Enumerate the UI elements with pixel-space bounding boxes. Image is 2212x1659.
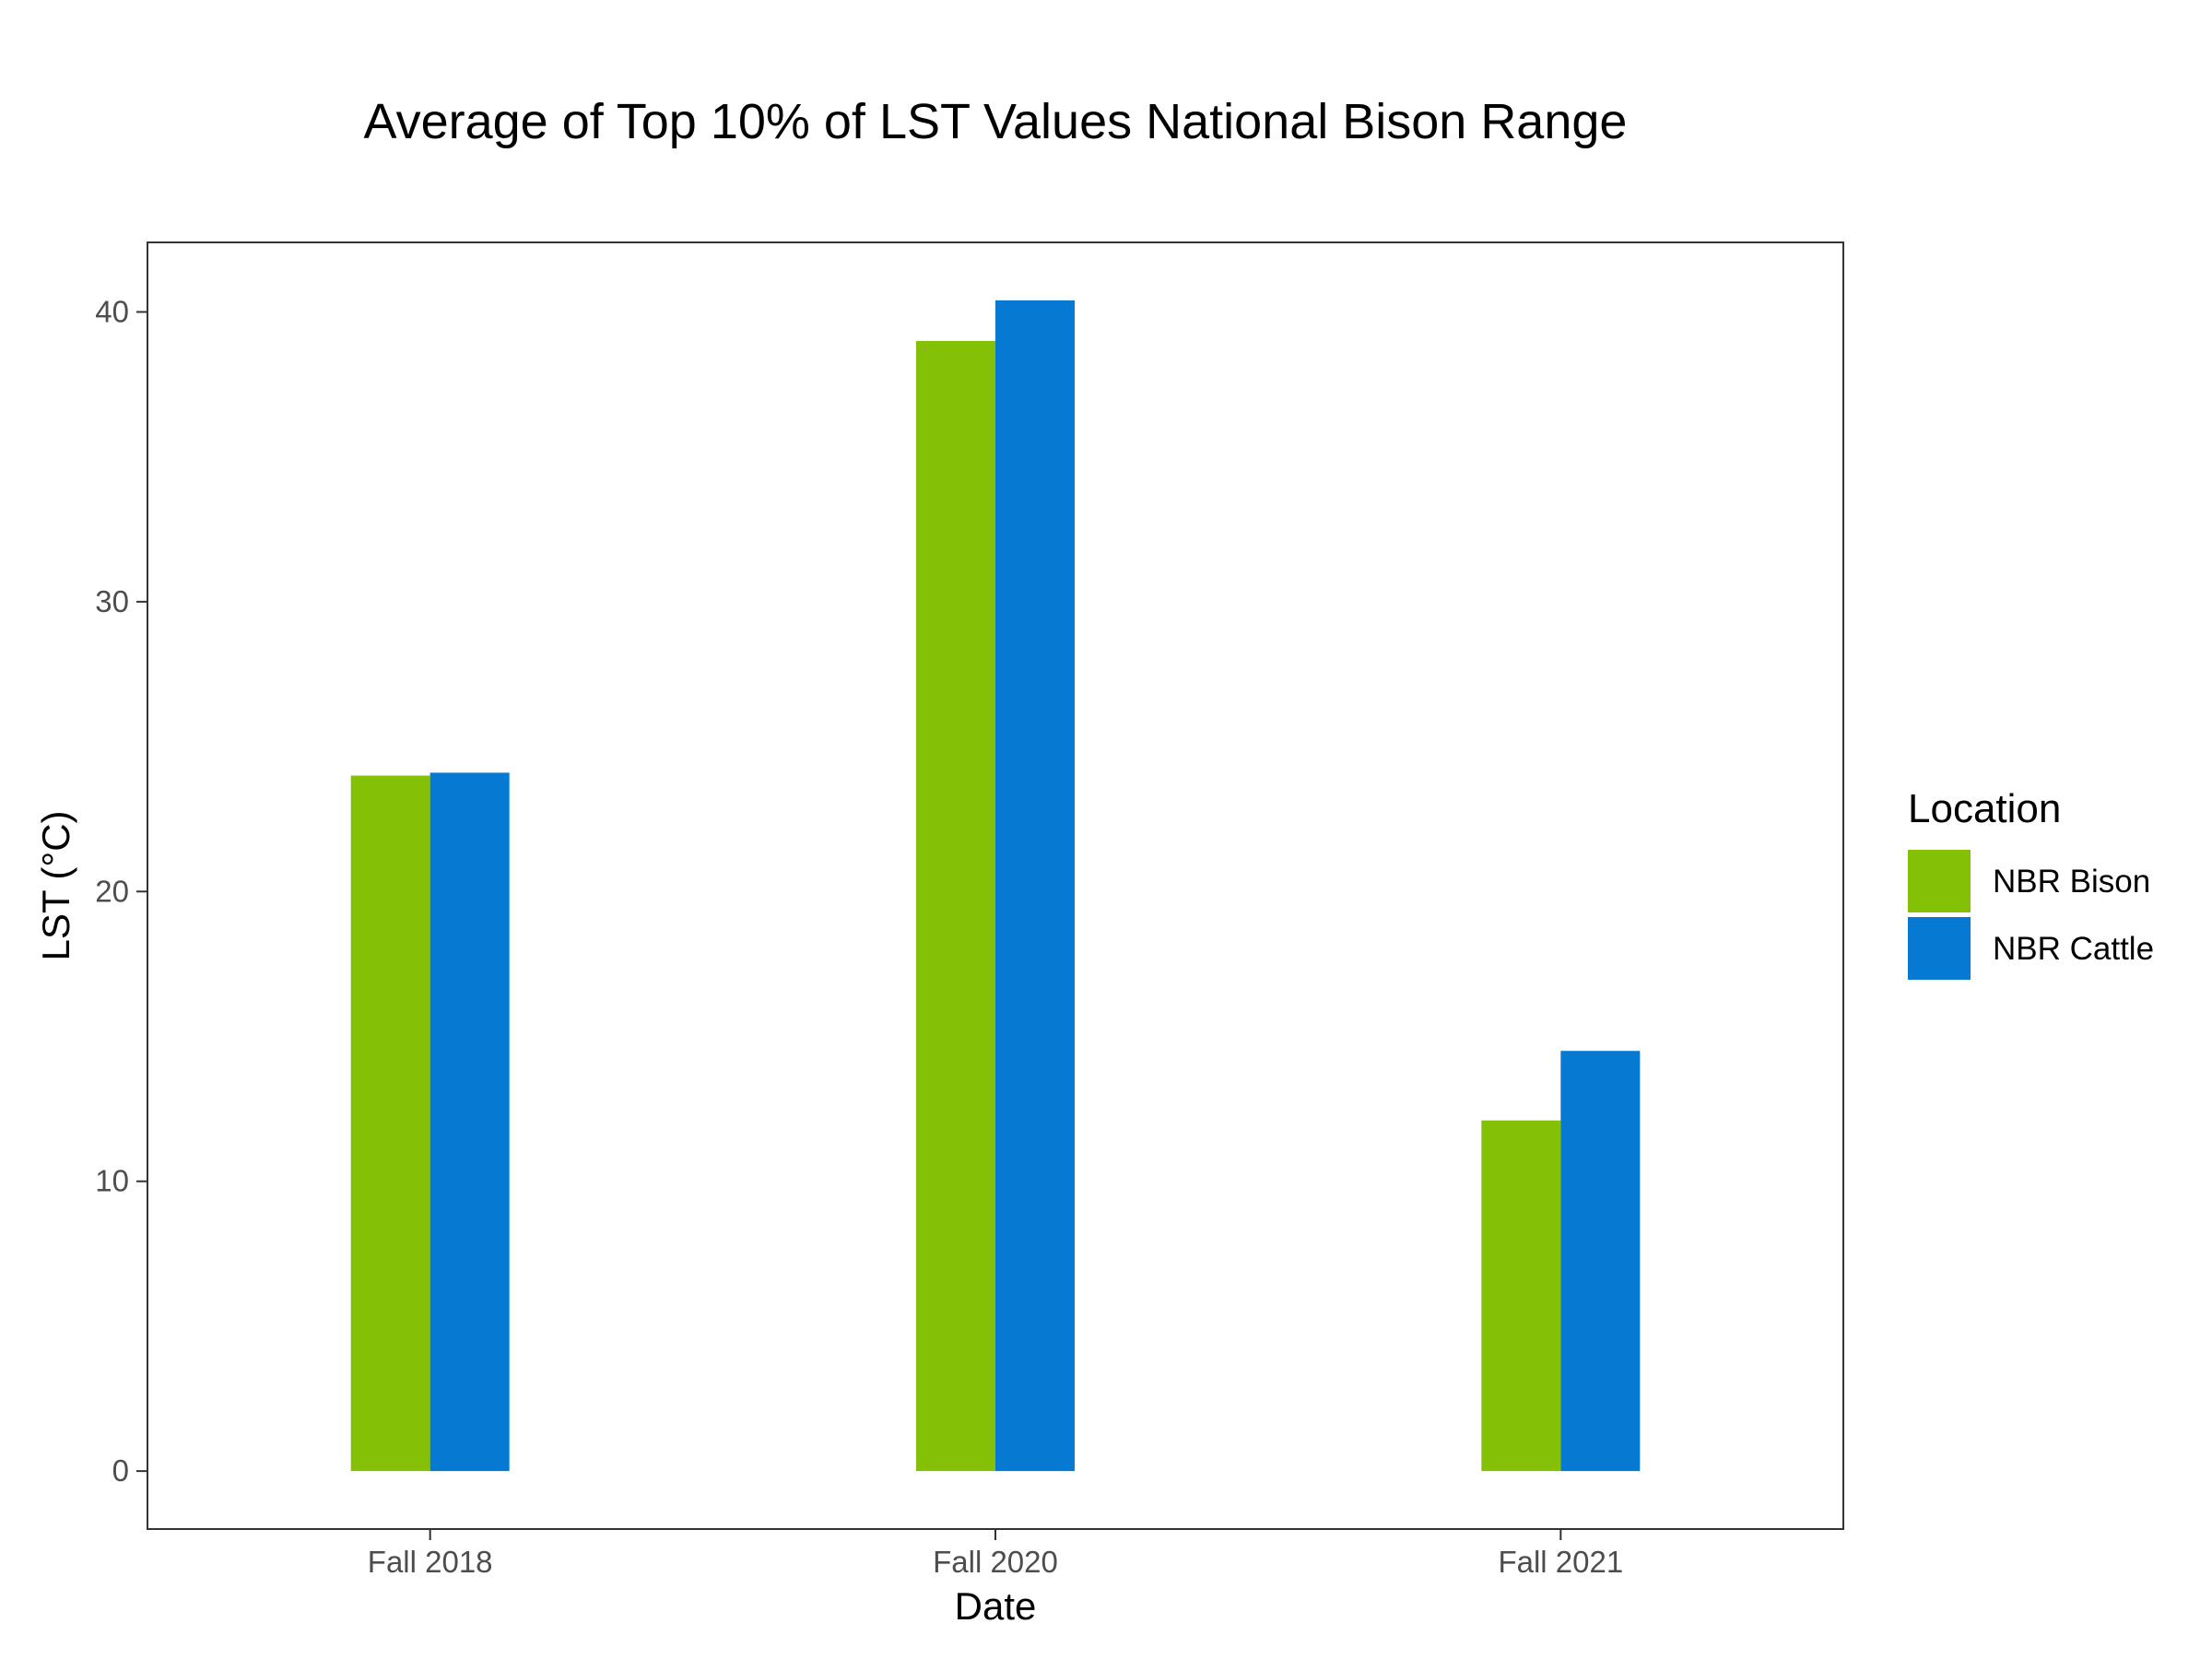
legend-label: NBR Bison xyxy=(1993,864,2150,900)
y-tick-label: 20 xyxy=(95,874,129,908)
legend-key-nbr-cattle xyxy=(1908,917,1971,980)
bar-nbr-cattle-fall-2018 xyxy=(429,772,510,1472)
legend-key-nbr-bison xyxy=(1908,850,1971,912)
bar-nbr-bison-fall-2018 xyxy=(350,775,430,1472)
x-axis: Fall 2018 Fall 2020 Fall 2021 xyxy=(368,1529,1623,1579)
y-tick-label: 40 xyxy=(95,294,129,328)
chart-title: Average of Top 10% of LST Values Nationa… xyxy=(364,94,1628,149)
legend-label: NBR Cattle xyxy=(1993,931,2154,967)
x-tick-label: Fall 2018 xyxy=(368,1545,493,1579)
bars-layer xyxy=(350,300,1641,1472)
y-axis-label: LST (°C) xyxy=(34,810,77,960)
x-tick-label: Fall 2020 xyxy=(933,1545,1058,1579)
y-tick-label: 10 xyxy=(95,1164,129,1198)
x-axis-label: Date xyxy=(955,1584,1037,1628)
x-tick-label: Fall 2021 xyxy=(1498,1545,1623,1579)
bar-nbr-cattle-fall-2021 xyxy=(1560,1051,1641,1472)
y-axis: 0 10 20 30 40 xyxy=(95,294,147,1488)
legend-items: NBR Bison NBR Cattle xyxy=(1908,850,2154,980)
bar-nbr-cattle-fall-2020 xyxy=(995,300,1075,1472)
legend-title: Location xyxy=(1908,786,2061,831)
y-tick-label: 30 xyxy=(95,584,129,618)
legend: Location NBR Bison NBR Cattle xyxy=(1908,786,2154,980)
bar-nbr-bison-fall-2021 xyxy=(1481,1120,1561,1472)
y-tick-label: 0 xyxy=(112,1453,129,1488)
bar-nbr-bison-fall-2020 xyxy=(916,340,995,1472)
